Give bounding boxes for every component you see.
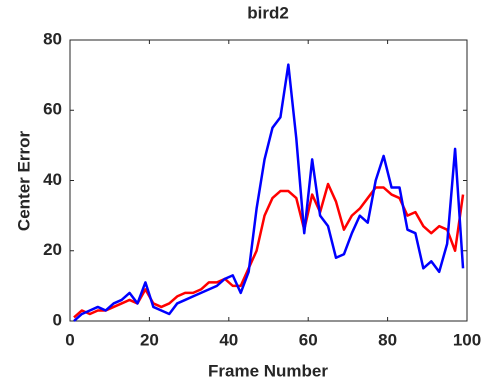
x-tick-label: 0 (65, 330, 74, 349)
x-axis-label: Frame Number (208, 361, 328, 380)
series-line (73, 63, 465, 322)
y-tick-label: 20 (43, 240, 62, 259)
y-tick-label: 80 (43, 29, 62, 48)
y-axis-label: Center Error (14, 131, 33, 232)
x-tick-label: 100 (453, 330, 481, 349)
y-tick-label: 0 (53, 310, 62, 329)
x-tick-label: 60 (299, 330, 318, 349)
y-tick-label: 60 (43, 100, 62, 119)
y-tick-label: 40 (43, 170, 62, 189)
chart-title: bird2 (247, 3, 289, 22)
plot-frame (69, 39, 468, 322)
x-tick-label: 80 (378, 330, 397, 349)
x-tick-label: 20 (140, 330, 159, 349)
x-tick-label: 40 (219, 330, 238, 349)
